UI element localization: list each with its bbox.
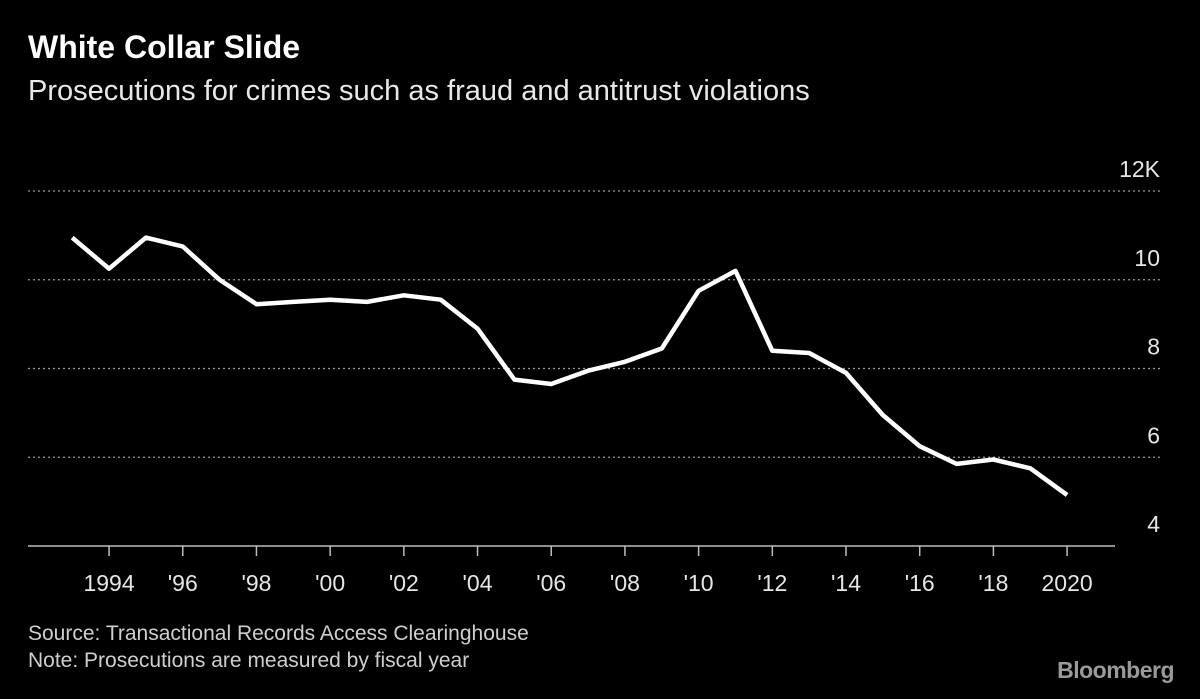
- x-tick-label: '08: [610, 570, 640, 596]
- x-tick-label: '98: [241, 570, 271, 596]
- y-tick-label: 8: [1147, 334, 1160, 360]
- x-tick-label: '00: [315, 570, 345, 596]
- x-tick-label: '14: [831, 570, 861, 596]
- footnote: Note: Prosecutions are measured by fisca…: [28, 649, 469, 672]
- chart-subtitle: Prosecutions for crimes such as fraud an…: [28, 75, 810, 107]
- y-tick-label: 10: [1134, 245, 1160, 271]
- x-tick-label: '96: [168, 570, 198, 596]
- x-tick-label: '06: [536, 570, 566, 596]
- x-tick-label: '02: [389, 570, 419, 596]
- brand-logo: Bloomberg: [1057, 657, 1174, 683]
- y-tick-label: 4: [1147, 511, 1160, 537]
- data-line: [70, 235, 1069, 497]
- x-tick-label: 2020: [1042, 570, 1093, 596]
- x-tick-label: '04: [463, 570, 493, 596]
- x-tick-label: '18: [978, 570, 1008, 596]
- x-tick-label: '10: [684, 570, 714, 596]
- source-note: Source: Transactional Records Access Cle…: [28, 622, 529, 645]
- y-tick-label: 12K: [1119, 156, 1161, 182]
- x-tick-label: '16: [905, 570, 935, 596]
- x-tick-label: 1994: [83, 570, 134, 596]
- y-tick-label: 6: [1147, 422, 1160, 448]
- chart-title: White Collar Slide: [28, 29, 300, 65]
- x-tick-label: '12: [757, 570, 787, 596]
